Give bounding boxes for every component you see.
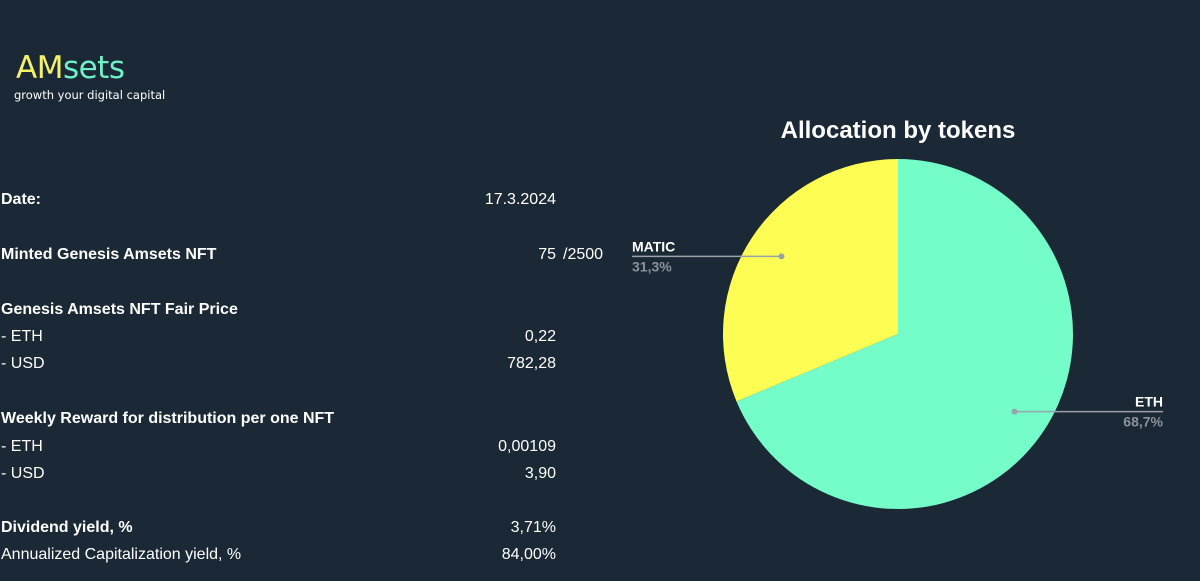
slice-percent-matic: 31,3%	[632, 258, 672, 274]
dividend-yield-value: 3,71%	[510, 519, 556, 536]
minted-total: /2500	[563, 246, 604, 263]
weekly-reward-usd-label: - USD	[1, 465, 45, 482]
annualized-yield-row: Annualized Capitalization yield, % 84,00…	[0, 543, 620, 567]
weekly-reward-eth-row: - ETH 0,00109	[0, 435, 620, 459]
minted-value: 75	[538, 246, 556, 263]
date-label: Date:	[1, 191, 42, 208]
pie-slice-matic	[723, 159, 898, 402]
weekly-reward-eth-value: 0,00109	[498, 438, 556, 455]
fair-price-usd-label: - USD	[1, 355, 45, 372]
fair-price-usd-row: - USD 782,28	[0, 352, 620, 376]
pie-slice-eth	[736, 159, 1074, 510]
date-value: 17.3.2024	[484, 191, 556, 208]
fair-price-eth-label: - ETH	[1, 328, 43, 345]
weekly-reward-usd-row: - USD 3,90	[0, 462, 620, 486]
fair-price-eth-row: - ETH 0,22	[0, 325, 620, 349]
slice-percent-eth: 68,7%	[1123, 414, 1163, 430]
fair-price-eth-value: 0,22	[524, 328, 556, 345]
weekly-reward-label: Weekly Reward for distribution per one N…	[1, 410, 335, 427]
minted-label: Minted Genesis Amsets NFT	[1, 246, 217, 263]
logo-word-am: AM	[16, 50, 63, 86]
date-row: Date: 17.3.2024	[0, 188, 620, 212]
slice-label-matic: MATIC	[632, 238, 675, 254]
logo-wordmark: AMsets	[16, 48, 125, 88]
weekly-reward-heading-row: Weekly Reward for distribution per one N…	[0, 407, 620, 431]
fair-price-heading-row: Genesis Amsets NFT Fair Price	[0, 298, 620, 322]
slice-label-eth: ETH	[1135, 394, 1163, 410]
minted-row: Minted Genesis Amsets NFT 75 /2500	[0, 243, 620, 267]
fair-price-usd-value: 782,28	[507, 355, 556, 372]
dividend-yield-row: Dividend yield, % 3,71%	[0, 516, 620, 540]
dividend-yield-label: Dividend yield, %	[1, 519, 133, 536]
weekly-reward-eth-label: - ETH	[1, 438, 43, 455]
annualized-yield-value: 84,00%	[501, 546, 556, 563]
chart-title: Allocation by tokens	[780, 117, 1016, 144]
fair-price-label: Genesis Amsets NFT Fair Price	[1, 301, 238, 318]
weekly-reward-usd-value: 3,90	[524, 465, 556, 482]
brand-logo: AMsets growth your digital capital	[14, 48, 165, 102]
logo-tagline: growth your digital capital	[14, 88, 166, 102]
annualized-yield-label: Annualized Capitalization yield, %	[1, 546, 242, 563]
logo-word-sets: sets	[62, 50, 125, 86]
